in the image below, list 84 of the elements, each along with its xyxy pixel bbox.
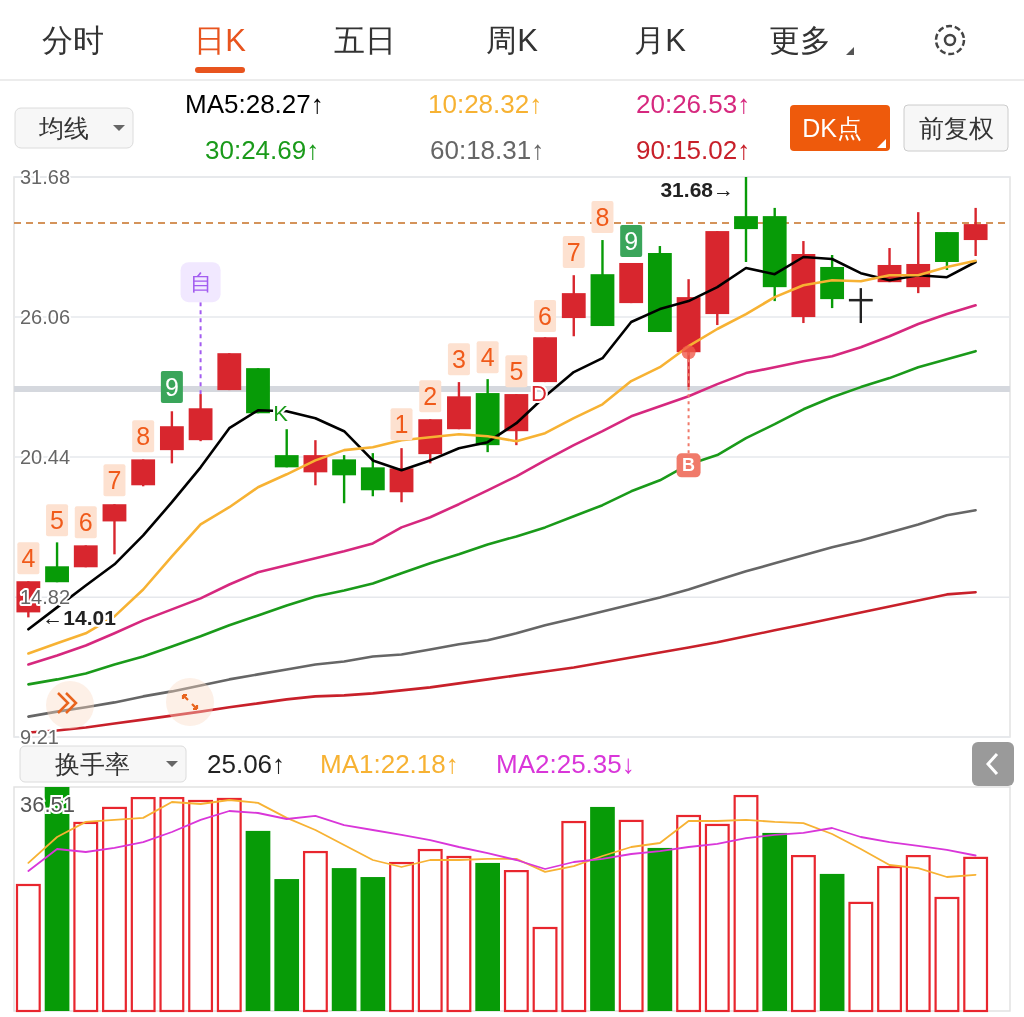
annotation: D: [531, 380, 547, 406]
text: 周K: [486, 22, 539, 58]
text: 10:28.32↑: [428, 89, 543, 119]
bar: [216, 797, 242, 1013]
text: 60:18.31↑: [430, 135, 545, 165]
candlestick: [360, 451, 385, 498]
bar: [647, 847, 673, 1011]
bar: [274, 879, 300, 1011]
bar: [389, 861, 414, 1013]
annotation: 7: [566, 238, 581, 267]
text: MA2:25.35↓: [496, 749, 635, 779]
bar: [503, 870, 529, 1013]
bar: [934, 896, 960, 1013]
candlestick: [274, 428, 299, 469]
annotation: 3: [451, 345, 466, 374]
text: 30:24.69↑: [205, 135, 320, 165]
bar: [762, 832, 788, 1011]
text: 五日: [334, 22, 396, 58]
bar: [819, 873, 845, 1011]
bar: [446, 855, 472, 1013]
y-tick-label: 31.68: [20, 166, 71, 188]
annotation: 6: [538, 302, 553, 331]
text: MA5:28.27↑: [185, 89, 324, 119]
annotation: 9: [624, 227, 639, 256]
bar: [15, 883, 41, 1013]
annotation: 4: [480, 343, 495, 372]
bar: [302, 850, 328, 1013]
text: 90:15.02↑: [636, 135, 751, 165]
annotation: 9: [164, 373, 179, 402]
text: 25.06↑: [207, 749, 286, 779]
annotation: 自: [189, 269, 212, 295]
bar: [963, 856, 989, 1013]
candlestick: [159, 410, 184, 465]
annotation: 2: [423, 382, 438, 411]
annotation: 1: [394, 410, 409, 439]
bar: [159, 796, 185, 1013]
annotation: 8: [136, 422, 151, 451]
bar: [188, 799, 214, 1013]
annotation: 31.68→: [660, 177, 734, 201]
candlestick: [963, 206, 988, 258]
bar: [561, 820, 587, 1013]
text: 月K: [634, 22, 687, 58]
candlestick: [389, 446, 414, 504]
annotation: 7: [107, 466, 122, 495]
candlestick: [734, 175, 758, 264]
annotation: 5: [509, 357, 524, 386]
bar: [245, 830, 271, 1011]
bar: [790, 855, 816, 1013]
annotation: 6: [78, 508, 93, 537]
bar: [877, 865, 902, 1013]
text: 20:26.53↑: [636, 89, 751, 119]
candlestick: [102, 503, 127, 556]
annotation: 4: [21, 544, 36, 573]
bar: [73, 821, 99, 1013]
bar: [676, 814, 702, 1013]
bar: [130, 796, 156, 1013]
bar: [417, 848, 443, 1013]
bar: [905, 855, 931, 1013]
series-label: MA1:22.18↑: [320, 749, 459, 779]
text: 换手率: [54, 750, 130, 778]
y-tick-label: 26.06: [20, 306, 71, 329]
y-tick-label: 20.44: [20, 446, 71, 469]
annotation: 5: [50, 506, 65, 535]
bar: [618, 819, 644, 1013]
annotation: B: [682, 455, 696, 476]
y-tick-label: 9.21: [20, 726, 59, 748]
bar: [331, 868, 357, 1011]
text: DK点: [802, 114, 862, 142]
text: 更多: [769, 22, 831, 58]
bar: [590, 806, 615, 1011]
text: 分时: [42, 22, 104, 58]
bar: [102, 806, 127, 1013]
bar: [475, 862, 500, 1011]
bar: [848, 901, 874, 1013]
candlestick: [45, 541, 69, 584]
bar: [733, 794, 759, 1013]
bar: [532, 926, 558, 1013]
bar: [360, 877, 386, 1011]
annotation: 8: [595, 203, 610, 232]
text: 日K: [194, 22, 247, 58]
bar: [704, 823, 730, 1013]
candlestick: [332, 453, 357, 505]
text: 前复权: [918, 114, 994, 142]
text: 均线: [38, 114, 89, 142]
